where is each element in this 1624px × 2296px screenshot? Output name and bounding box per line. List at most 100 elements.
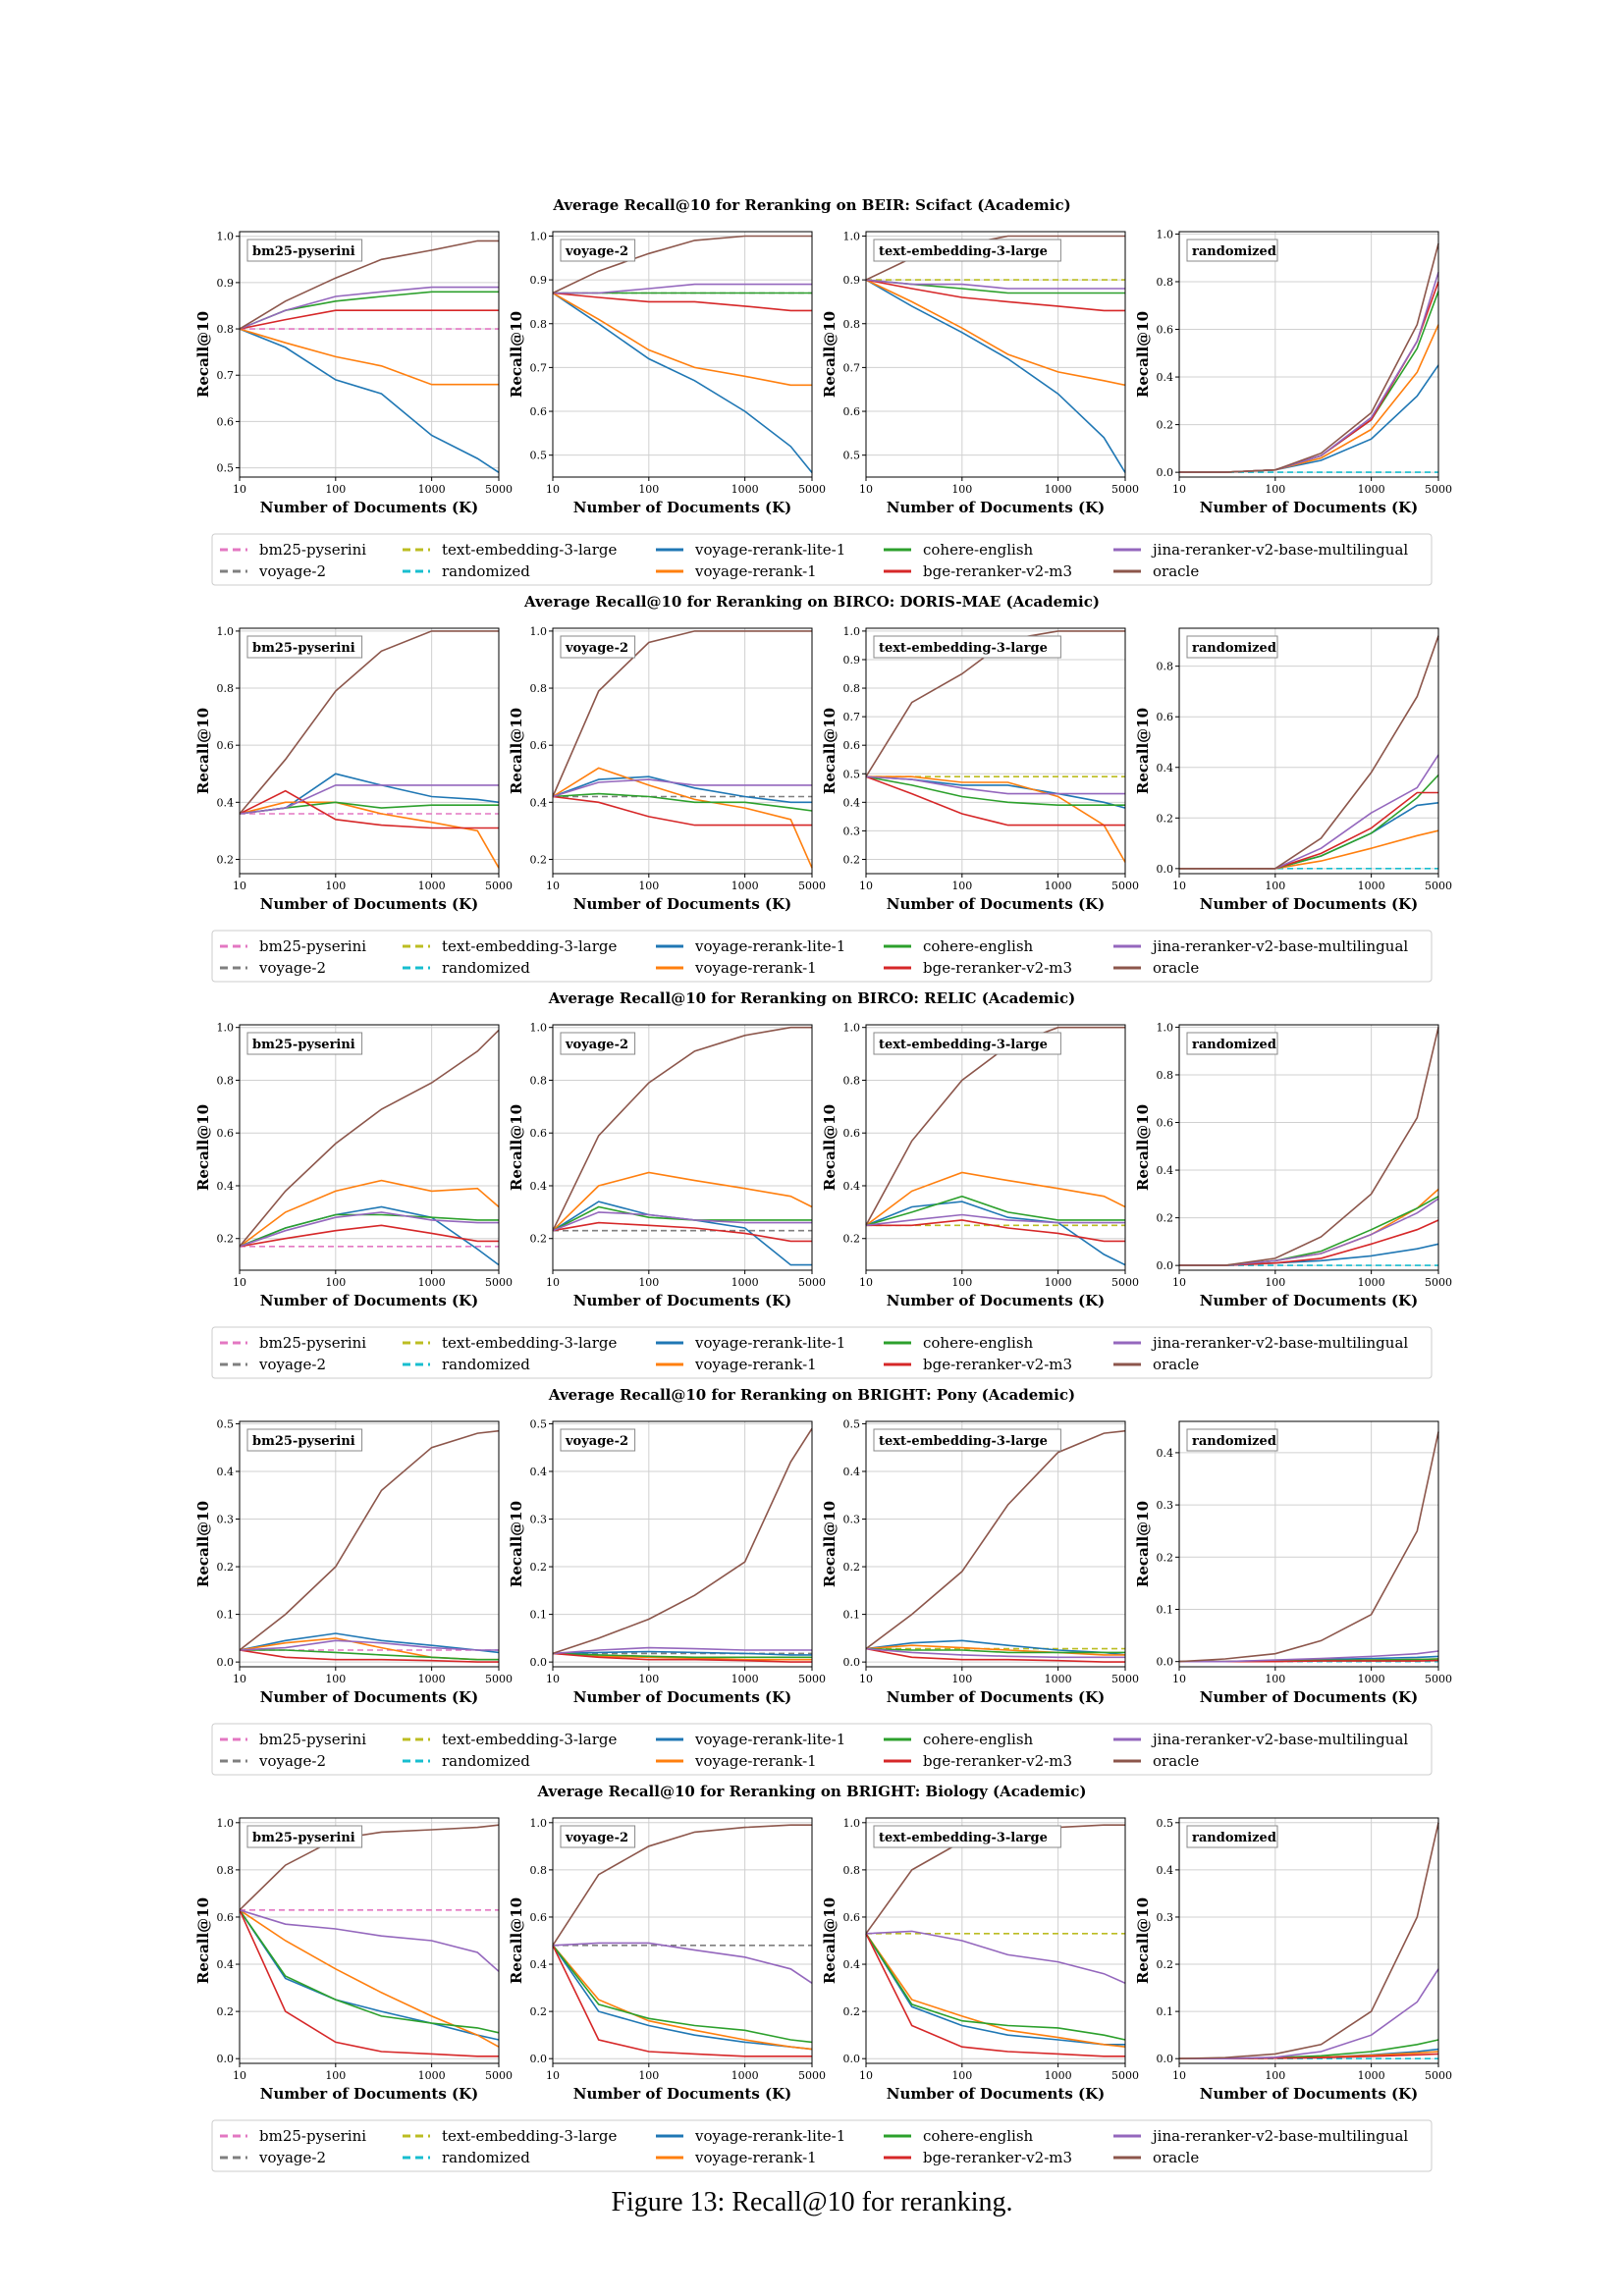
y-tick-label: 0.8 <box>843 1864 861 1877</box>
y-tick-label: 0.6 <box>1157 711 1174 723</box>
y-tick-label: 0.2 <box>530 1561 548 1574</box>
legend-label: cohere-english <box>923 541 1034 559</box>
x-tick-label: 10 <box>1172 2069 1186 2082</box>
series-line <box>552 1942 813 1984</box>
series-line <box>865 1933 1126 2048</box>
x-tick-label: 100 <box>1265 1276 1285 1289</box>
x-tick-label: 10 <box>546 1673 560 1685</box>
x-tick-label: 1000 <box>1358 2069 1385 2082</box>
panel-label: voyage-2 <box>565 641 628 656</box>
y-tick-label: 0.5 <box>843 1417 861 1430</box>
chart-title: Average Recall@10 for Reranking on BIRCO… <box>548 989 1075 1007</box>
y-tick-label: 0.3 <box>217 1514 235 1526</box>
x-tick-label: 1000 <box>731 1276 759 1289</box>
legend-label: bm25-pyserini <box>259 937 366 955</box>
chart-panel: 0.2 0.4 0.6 0.8 1.0 10 100 1000 5000 voyage-2 Numb… <box>508 625 826 913</box>
x-tick-label: 10 <box>546 2069 560 2082</box>
x-tick-label: 100 <box>951 1673 972 1685</box>
legend-label: text-embedding-3-large <box>442 937 617 955</box>
legend-label: bge-reranker-v2-m3 <box>923 562 1072 580</box>
y-tick-label: 0.7 <box>530 361 548 374</box>
y-axis-label: Recall@10 <box>1134 1104 1152 1191</box>
legend-label: voyage-rerank-lite-1 <box>694 1731 845 1748</box>
series-line <box>239 328 500 473</box>
y-tick-label: 0.6 <box>530 405 548 418</box>
axes-frame <box>1178 231 1439 478</box>
chart-panel: 0.0 0.2 0.4 0.6 0.8 1.0 10 100 1000 5000 randomize… <box>1134 228 1452 516</box>
series-line <box>552 1945 813 2051</box>
x-axis-label: Number of Documents (K) <box>573 1292 792 1309</box>
x-tick-label: 5000 <box>1425 1673 1452 1685</box>
x-tick-label: 10 <box>859 1673 873 1685</box>
y-tick-label: 0.4 <box>217 1180 235 1193</box>
series-line <box>865 1933 1126 2041</box>
axes-frame <box>865 1420 1126 1668</box>
panel-label: bm25-pyserini <box>252 1831 355 1845</box>
chart-panel: 0.0 0.2 0.4 0.6 0.8 1.0 10 100 1000 5000 bm25-pyse… <box>194 1817 513 2103</box>
y-axis-label: Recall@10 <box>1134 311 1152 398</box>
x-tick-label: 5000 <box>1425 880 1452 892</box>
panel-label: text-embedding-3-large <box>879 641 1048 656</box>
y-tick-label: 0.1 <box>1157 2005 1174 2018</box>
y-tick-label: 0.6 <box>217 1911 235 1924</box>
series-line <box>239 789 499 829</box>
y-tick-label: 0.2 <box>843 1561 861 1574</box>
x-axis-label: Number of Documents (K) <box>260 1688 479 1706</box>
series-line <box>552 1650 812 1656</box>
legend-label: oracle <box>1153 1752 1199 1770</box>
y-tick-label: 0.0 <box>217 1656 235 1669</box>
legend-label: jina-reranker-v2-base-multilingual <box>1151 937 1408 955</box>
series-line <box>239 1029 500 1248</box>
panel-label: voyage-2 <box>565 1038 628 1052</box>
legend-label: randomized <box>442 959 530 977</box>
legend-label: voyage-2 <box>258 562 326 580</box>
series-line <box>552 1171 813 1232</box>
y-axis-label: Recall@10 <box>821 708 839 794</box>
series-line <box>552 1646 812 1655</box>
y-axis-label: Recall@10 <box>1134 1897 1152 1984</box>
x-tick-label: 5000 <box>1111 483 1139 496</box>
y-tick-label: 0.2 <box>843 2005 861 2018</box>
series-line <box>1178 1822 1439 2059</box>
legend-label: text-embedding-3-large <box>442 2127 617 2145</box>
x-tick-label: 1000 <box>1045 1673 1072 1685</box>
series-line <box>239 1909 500 2034</box>
x-axis-label: Number of Documents (K) <box>887 499 1106 516</box>
y-tick-label: 0.4 <box>1157 371 1174 384</box>
series-line <box>865 1171 1126 1226</box>
chart-panel: 0.0 0.2 0.4 0.6 0.8 1.0 10 100 1000 5000 text-embe… <box>821 1817 1139 2103</box>
y-tick-label: 0.5 <box>843 450 861 462</box>
legend-label: jina-reranker-v2-base-multilingual <box>1151 541 1408 559</box>
y-tick-label: 0.5 <box>530 450 548 462</box>
series-line <box>552 792 813 812</box>
y-tick-label: 0.2 <box>1157 1212 1174 1225</box>
chart-row: Average Recall@10 for Reranking on BRIGH… <box>194 1386 1452 1776</box>
y-tick-label: 0.4 <box>843 796 861 809</box>
x-axis-label: Number of Documents (K) <box>573 2085 792 2103</box>
y-tick-label: 1.0 <box>843 1817 861 1830</box>
x-tick-label: 1000 <box>1358 1673 1385 1685</box>
y-tick-label: 0.8 <box>530 682 548 695</box>
y-tick-label: 0.7 <box>217 369 235 382</box>
y-tick-label: 1.0 <box>843 625 861 638</box>
x-axis-label: Number of Documents (K) <box>887 895 1106 913</box>
x-axis-label: Number of Documents (K) <box>887 1688 1106 1706</box>
x-tick-label: 5000 <box>485 1673 513 1685</box>
x-tick-label: 5000 <box>1111 1276 1139 1289</box>
panel-label: bm25-pyserini <box>252 641 355 656</box>
legend-label: bm25-pyserini <box>259 1731 366 1748</box>
x-tick-label: 100 <box>638 1276 659 1289</box>
chart-row: Average Recall@10 for Reranking on BEIR:… <box>194 196 1452 586</box>
x-tick-label: 5000 <box>1425 483 1452 496</box>
y-axis-label: Recall@10 <box>821 1897 839 1984</box>
y-tick-label: 0.8 <box>1157 661 1174 673</box>
panel-label-box <box>1186 1825 1278 1848</box>
series-line <box>239 240 499 330</box>
y-tick-label: 1.0 <box>530 230 548 242</box>
legend: bm25-pyserini voyage-2 text-embedding-3-la… <box>211 1723 1433 1776</box>
y-tick-label: 0.7 <box>843 711 861 723</box>
x-tick-label: 10 <box>1172 880 1186 892</box>
series-line <box>865 1647 1125 1659</box>
x-tick-label: 100 <box>638 1673 659 1685</box>
x-tick-label: 1000 <box>1045 1276 1072 1289</box>
